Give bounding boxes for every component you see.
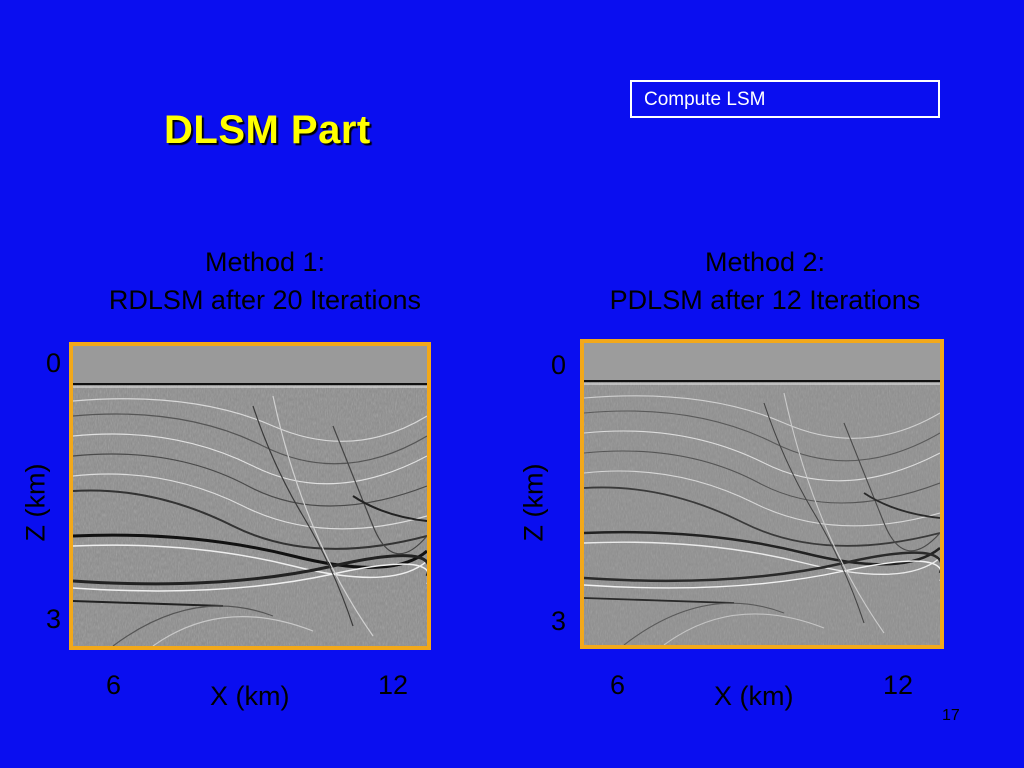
panel-2-x-axis-label: X (km)	[714, 681, 794, 711]
panel-2-z-axis-label: Z (km)	[518, 463, 549, 542]
panel-1-z-top-label: 0	[46, 348, 62, 378]
panel-2-z-bottom-label: 3	[551, 606, 567, 636]
seismic-image-method-2	[580, 339, 944, 649]
panel-2-caption: Method 2: PDLSM after 12 Iterations	[540, 243, 990, 319]
seismic-image-method-1	[69, 342, 431, 650]
panel-1-z-axis-label: Z (km)	[20, 463, 51, 542]
panel-2-x-left-label: 6	[610, 670, 626, 700]
panel-2-caption-line2: PDLSM after 12 Iterations	[609, 285, 921, 315]
panel-1-caption-line2: RDLSM after 20 Iterations	[108, 285, 422, 315]
seismic-image-2-svg	[584, 343, 940, 645]
page-number: 17	[942, 707, 960, 724]
panel-1-z-bottom-label: 3	[46, 604, 62, 634]
seismic-image-1-svg	[73, 346, 427, 646]
panel-1-caption-line1: Method 1:	[204, 247, 326, 277]
panel-2-caption-line1: Method 2:	[704, 247, 826, 277]
panel-1-x-axis-label: X (km)	[210, 681, 290, 711]
panel-2-x-right-label: 12	[883, 670, 914, 700]
panel-1-x-right-label: 12	[378, 670, 409, 700]
panel-1-caption: Method 1: RDLSM after 20 Iterations	[40, 243, 490, 319]
panel-1-x-left-label: 6	[106, 670, 122, 700]
slide-title: DLSM Part	[164, 108, 371, 152]
panel-2-z-top-label: 0	[551, 350, 567, 380]
compute-lsm-button[interactable]: Compute LSM	[630, 80, 940, 118]
